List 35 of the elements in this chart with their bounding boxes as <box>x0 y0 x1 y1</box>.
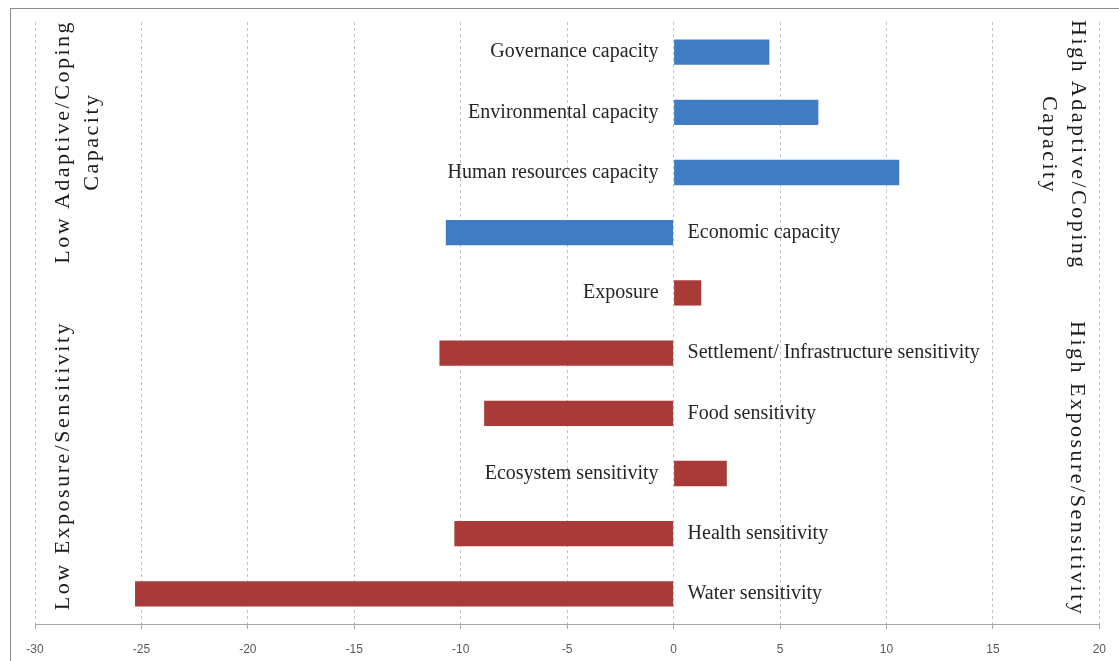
x-tick-label: -30 <box>26 641 44 656</box>
x-tick-label: 20 <box>1092 641 1107 656</box>
y-tick-label: Exposure <box>583 280 659 304</box>
y-tick-label: Ecosystem sensitivity <box>484 460 659 484</box>
bar <box>484 400 674 426</box>
x-tick-label: 0 <box>670 641 678 656</box>
bar <box>674 39 770 65</box>
bar <box>454 521 674 547</box>
y-tick-label: Settlement/ Infrastructure sensitivity <box>687 340 980 364</box>
bar <box>674 99 819 125</box>
bar <box>674 159 900 186</box>
annotation: Low Adaptive/Coping Capacity <box>48 20 104 264</box>
annotation: Low Exposure/Sensitivity <box>48 321 75 611</box>
x-tick-label: -25 <box>132 641 151 656</box>
y-tick-label: Health sensitivity <box>687 520 829 544</box>
bar <box>445 220 674 246</box>
x-tick-label: -10 <box>452 641 470 656</box>
x-tick-label: 5 <box>776 641 784 656</box>
annotation: High Adaptive/Coping Capacity <box>1036 20 1093 270</box>
x-tick-label: 15 <box>986 641 1000 656</box>
bar <box>674 280 702 306</box>
x-tick-label: -15 <box>345 641 364 656</box>
y-tick-label: Water sensitivity <box>687 581 823 605</box>
y-tick-label: Governance capacity <box>490 39 659 63</box>
y-tick-label: Economic capacity <box>687 219 841 243</box>
y-tick-label: Food sensitivity <box>687 400 816 424</box>
y-tick-label: Environmental capacity <box>468 99 659 123</box>
y-tick-label: Human resources capacity <box>447 159 659 183</box>
x-tick-label: 10 <box>879 641 894 656</box>
annotation: High Exposure/Sensitivity <box>1064 321 1092 617</box>
bar <box>135 581 674 607</box>
x-tick-label: -5 <box>561 641 573 656</box>
bar <box>439 340 674 366</box>
bar <box>674 460 727 487</box>
x-tick-label: -20 <box>239 641 257 656</box>
